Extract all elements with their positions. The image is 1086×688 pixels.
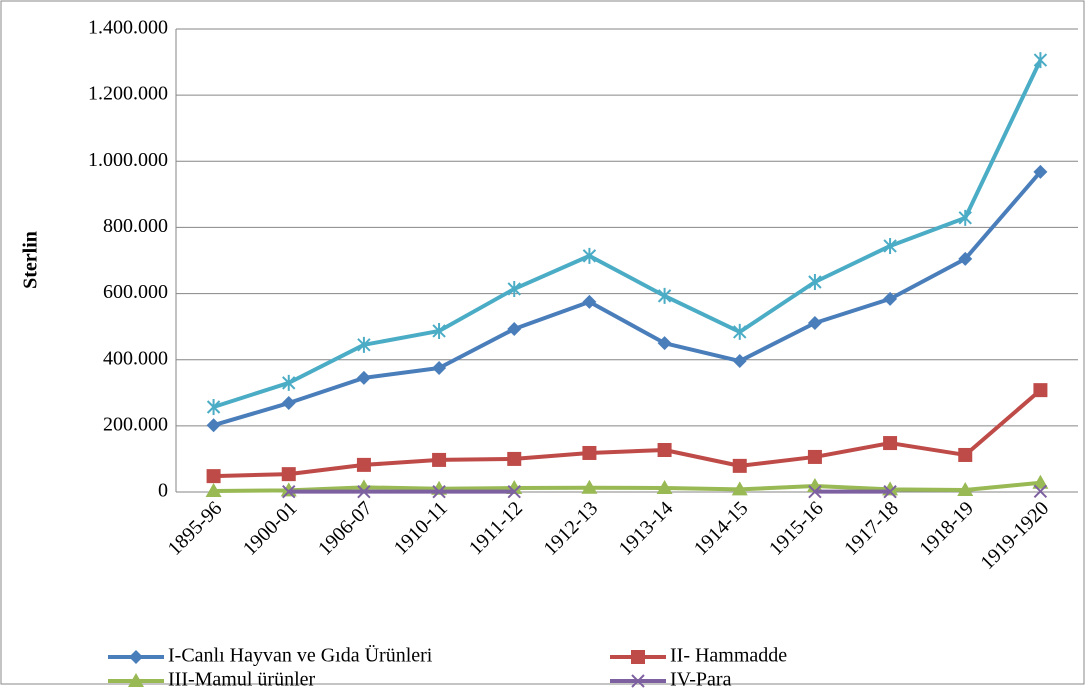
marker xyxy=(732,354,747,369)
marker xyxy=(280,482,297,497)
legend-label: I-Canlı Hayvan ve Gıda Ürünleri xyxy=(168,644,433,667)
marker xyxy=(355,479,372,494)
marker xyxy=(807,449,822,464)
legend-label: II- Hammadde xyxy=(670,645,787,667)
marker xyxy=(958,447,973,462)
series-line xyxy=(213,388,1042,479)
marker xyxy=(582,294,597,309)
y-tick-label: 400.000 xyxy=(103,347,168,369)
y-tick-label: 800.000 xyxy=(103,215,168,237)
marker xyxy=(205,483,222,498)
marker xyxy=(631,650,645,664)
marker xyxy=(206,469,221,484)
marker xyxy=(1033,484,1048,499)
x-tick-label: 1900-01 xyxy=(239,497,302,560)
marker xyxy=(432,452,447,467)
marker xyxy=(883,291,898,306)
marker xyxy=(128,673,144,687)
marker xyxy=(507,280,521,297)
marker xyxy=(356,370,371,385)
x-tick-label: 1912-13 xyxy=(540,497,603,560)
marker xyxy=(731,481,748,496)
x-tick-label: 1910-11 xyxy=(390,497,452,559)
y-tick-label: 600.000 xyxy=(103,281,168,303)
marker xyxy=(431,480,448,495)
marker xyxy=(807,316,822,331)
marker xyxy=(432,360,447,375)
x-tick-label: 1914-15 xyxy=(690,497,753,560)
marker xyxy=(129,650,143,664)
y-axis-label: Sterlin xyxy=(20,231,42,289)
marker xyxy=(883,237,897,254)
x-tick-label: 1913-14 xyxy=(615,497,678,560)
marker xyxy=(507,321,522,336)
marker xyxy=(657,287,672,304)
y-tick-label: 1.400.000 xyxy=(88,17,168,39)
marker xyxy=(357,336,371,353)
marker xyxy=(957,482,974,497)
marker xyxy=(631,674,645,688)
y-tick-label: 0 xyxy=(158,480,168,502)
x-tick-label: 1906-07 xyxy=(314,497,377,560)
x-tick-label: 1919-1920 xyxy=(976,497,1053,574)
marker xyxy=(507,451,522,466)
x-tick-label: 1915-16 xyxy=(765,497,828,560)
marker xyxy=(281,467,296,482)
marker xyxy=(432,484,446,499)
marker xyxy=(356,457,371,472)
x-tick-label: 1917-18 xyxy=(840,497,903,560)
legend-label: IV-Para xyxy=(670,669,732,688)
marker xyxy=(1033,164,1048,179)
series-line xyxy=(213,480,1041,494)
x-tick-label: 1918-19 xyxy=(915,497,978,560)
marker xyxy=(582,445,597,460)
marker xyxy=(958,251,973,266)
marker xyxy=(732,458,747,473)
legend-label: III-Mamul ürünler xyxy=(168,669,316,688)
marker xyxy=(883,484,897,499)
marker xyxy=(206,399,221,416)
y-tick-label: 1.200.000 xyxy=(88,83,168,105)
y-tick-label: 200.000 xyxy=(103,413,168,435)
marker xyxy=(281,396,296,411)
marker xyxy=(657,442,672,457)
marker xyxy=(656,480,673,495)
series-line xyxy=(213,170,1042,428)
x-tick-label: 1895-96 xyxy=(164,497,227,560)
marker xyxy=(882,481,899,496)
marker xyxy=(282,484,296,499)
marker xyxy=(432,322,446,339)
marker xyxy=(883,436,898,451)
marker xyxy=(1033,383,1048,398)
marker xyxy=(1033,52,1048,69)
marker xyxy=(1032,474,1049,489)
y-tick-label: 1.000.000 xyxy=(88,149,168,171)
marker xyxy=(958,209,972,226)
marker xyxy=(357,484,371,499)
series-line xyxy=(212,59,1043,409)
marker xyxy=(506,480,523,495)
marker xyxy=(808,484,822,499)
x-tick-label: 1911-12 xyxy=(465,497,527,559)
marker xyxy=(582,247,597,264)
marker xyxy=(507,484,521,499)
marker xyxy=(808,273,822,290)
marker xyxy=(282,374,296,391)
marker xyxy=(206,418,221,433)
marker xyxy=(733,323,747,340)
marker xyxy=(657,336,672,351)
marker xyxy=(581,479,598,494)
